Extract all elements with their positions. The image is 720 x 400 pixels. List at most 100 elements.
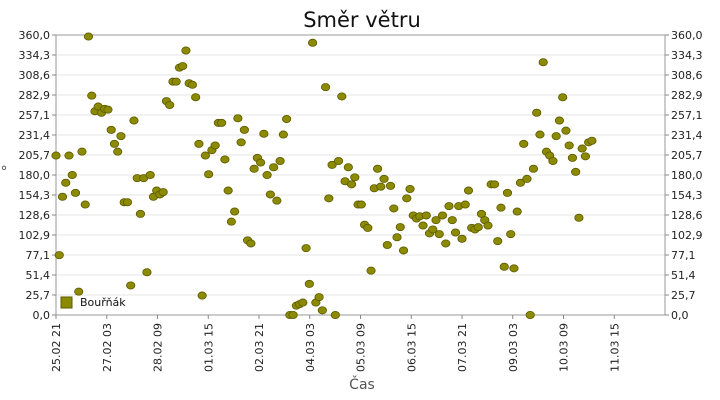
y-axis-title: ° [1, 164, 8, 180]
data-point [346, 180, 357, 189]
data-point [327, 160, 337, 169]
y-tick-label-left: 360,0 [19, 29, 51, 42]
data-point [551, 132, 561, 141]
y-tick-label-left: 128,6 [19, 209, 51, 222]
data-point [444, 202, 454, 211]
data-point [230, 207, 240, 216]
data-point [304, 279, 314, 288]
data-point [278, 130, 288, 139]
x-tick-label: 04.03 03 [304, 323, 317, 372]
data-point [385, 181, 396, 190]
data-point [204, 170, 214, 179]
y-tick-label-right: 308,6 [671, 69, 703, 82]
y-tick-label-left: 0,0 [33, 309, 51, 322]
x-tick-label: 25.02 21 [50, 323, 63, 372]
data-point [64, 151, 74, 160]
data-point [54, 251, 64, 260]
y-tick-label-left: 180,0 [19, 169, 51, 182]
x-tick-label: 07.03 21 [456, 323, 469, 372]
y-tick-label-left: 102,9 [19, 229, 51, 242]
data-point [587, 136, 597, 145]
data-point [571, 167, 581, 176]
data-point [324, 194, 334, 203]
data-point [320, 83, 331, 92]
data-point [580, 152, 591, 161]
data-point [288, 310, 298, 319]
y-tick-label-right: 180,0 [671, 169, 703, 182]
data-point [564, 141, 574, 150]
y-tick-label-right: 154,3 [671, 189, 703, 202]
data-point [210, 141, 220, 150]
y-tick-label-left: 77,1 [26, 249, 51, 262]
data-point [200, 151, 211, 160]
y-tick-label-right: 77,1 [671, 249, 696, 262]
y-tick-label-left: 334,3 [19, 49, 51, 62]
data-point [554, 116, 565, 125]
y-tick-label-left: 282,9 [19, 89, 51, 102]
data-point [307, 38, 318, 47]
data-point [512, 207, 522, 216]
data-point [525, 310, 535, 319]
y-tick-label-right: 128,6 [671, 209, 703, 222]
data-point [317, 306, 327, 315]
data-point [577, 144, 587, 153]
x-tick-label: 06.03 15 [405, 323, 418, 372]
data-point [158, 188, 168, 197]
data-point [74, 287, 84, 296]
data-point [194, 139, 204, 148]
data-point [366, 266, 376, 275]
data-point [301, 244, 311, 253]
legend-label: Bouřňák [80, 296, 126, 309]
x-tick-label: 09.03 03 [507, 323, 520, 372]
data-point [379, 174, 389, 183]
y-tick-label-right: 360,0 [671, 29, 703, 42]
data-point [256, 158, 266, 167]
x-tick-label: 11.03 15 [608, 323, 621, 372]
data-point [80, 200, 90, 209]
data-point [275, 156, 285, 165]
x-tick-label: 01.03 15 [202, 323, 215, 372]
data-point [142, 268, 152, 277]
data-point [522, 174, 532, 183]
data-point [77, 147, 87, 156]
data-point [106, 125, 116, 134]
data-point [217, 118, 227, 127]
data-point [191, 93, 201, 102]
data-point [502, 188, 513, 197]
data-point [493, 237, 503, 246]
data-point [126, 281, 136, 290]
x-tick-label: 10.03 09 [558, 323, 571, 372]
data-point [402, 194, 412, 203]
data-point [103, 105, 113, 114]
data-point [350, 173, 360, 182]
x-tick-label: 02.03 21 [253, 323, 266, 372]
data-point [145, 170, 155, 179]
x-tick-label: 28.02 09 [152, 323, 165, 372]
data-point [398, 246, 409, 255]
x-tick-label: 05.03 09 [355, 323, 368, 372]
y-tick-label-right: 231,4 [671, 129, 703, 142]
data-point [181, 46, 191, 55]
data-point [434, 230, 444, 239]
x-axis-title: Čas [349, 375, 375, 393]
data-point [314, 293, 324, 302]
data-point [113, 147, 123, 156]
data-point [441, 239, 451, 248]
x-tick-label: 27.02 03 [101, 323, 114, 372]
y-tick-label-right: 51,4 [671, 269, 696, 282]
data-point [473, 223, 483, 232]
data-point [431, 216, 441, 225]
data-point [483, 221, 493, 230]
data-point [343, 163, 353, 172]
data-point [506, 230, 516, 239]
y-axis-left: 0,0 25,7 51,4 77,1 102,9 128,6 154,3 180,0 205,7… [19, 29, 56, 322]
data-point [437, 211, 448, 220]
data-point [392, 233, 402, 242]
data-point [116, 132, 126, 141]
data-point [223, 186, 233, 195]
data-point [450, 228, 461, 237]
data-point [558, 93, 568, 102]
y-tick-label-left: 231,4 [19, 129, 51, 142]
data-point [298, 298, 308, 307]
